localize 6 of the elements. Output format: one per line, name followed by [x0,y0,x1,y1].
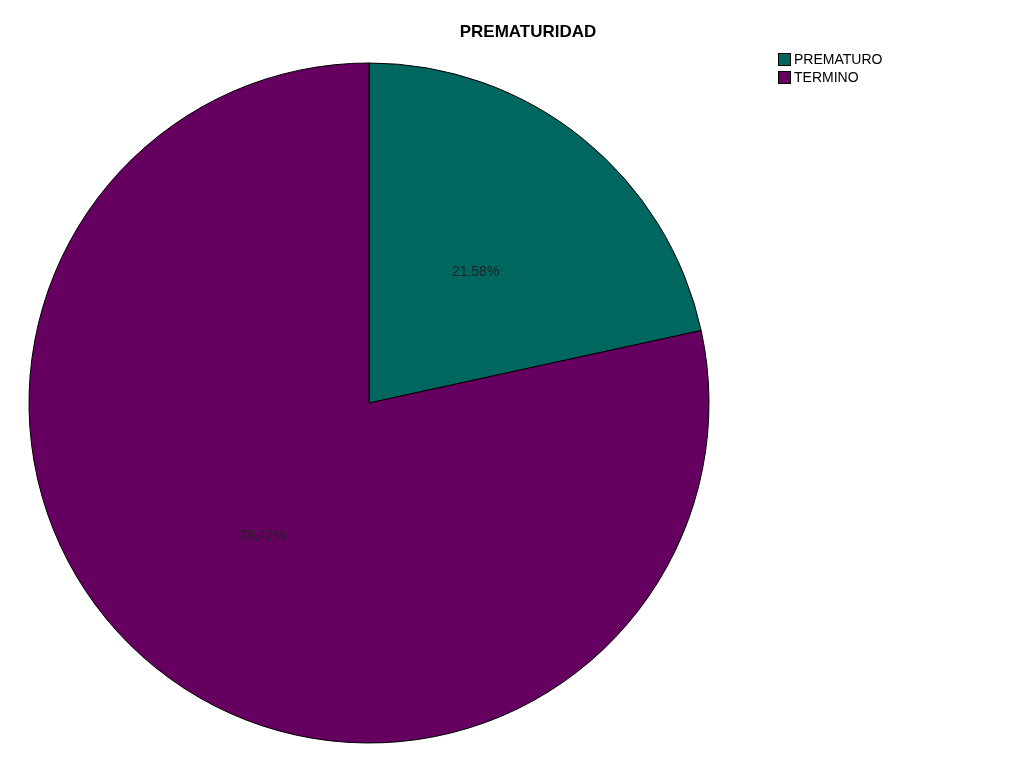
data-label: 21,58% [451,262,500,279]
data-label: 78,42% [238,527,287,544]
legend-label: PREMATURO [794,50,883,68]
chart-title: PREMATURIDAD [458,22,598,42]
legend-label: TERMINO [794,68,859,86]
pie-slice [28,62,710,744]
